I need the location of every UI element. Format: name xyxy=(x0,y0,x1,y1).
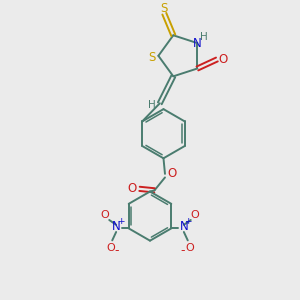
Text: N: N xyxy=(112,220,121,233)
Text: -: - xyxy=(180,244,185,257)
Text: +: + xyxy=(117,217,124,226)
Text: H: H xyxy=(148,100,156,110)
Text: +: + xyxy=(184,217,192,226)
Text: O: O xyxy=(106,243,115,253)
Text: S: S xyxy=(160,2,168,15)
Text: N: N xyxy=(193,37,202,50)
Text: O: O xyxy=(128,182,136,195)
Text: O: O xyxy=(100,210,109,220)
Text: O: O xyxy=(168,167,177,180)
Text: S: S xyxy=(148,51,155,64)
Text: N: N xyxy=(179,220,188,233)
Text: H: H xyxy=(200,32,208,41)
Text: O: O xyxy=(191,210,200,220)
Text: -: - xyxy=(114,244,118,257)
Text: O: O xyxy=(185,243,194,253)
Text: O: O xyxy=(219,53,228,66)
